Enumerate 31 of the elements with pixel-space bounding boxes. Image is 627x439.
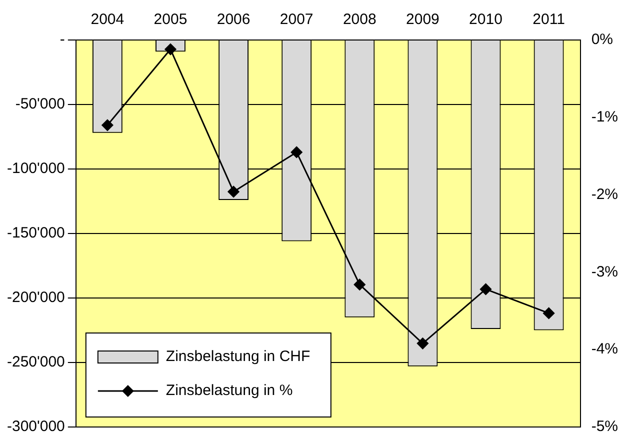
legend-label: Zinsbelastung in CHF	[166, 348, 310, 366]
x-tick-label: 2008	[342, 11, 376, 28]
y-tick-label: -50'000	[15, 96, 65, 113]
x-tick-label: 2006	[216, 11, 250, 28]
y-tick-label: -100'000	[6, 160, 65, 178]
x-tick-label: 2004	[90, 11, 124, 28]
x-tick-label: 2011	[532, 11, 565, 28]
y2-tick-label: -2%	[591, 186, 618, 203]
point	[416, 338, 428, 350]
y-tick-label: -250'000	[6, 354, 65, 371]
y-tick-label: -200'000	[6, 289, 65, 306]
legend-label: Zinsbelastung in %	[166, 382, 293, 400]
point	[164, 44, 176, 56]
x-tick-label: 2007	[280, 11, 314, 28]
point	[354, 278, 366, 290]
y2-tick-label: 0%	[591, 31, 614, 48]
y-tick-label: -	[60, 31, 65, 48]
y-tick-label: -300'000	[6, 418, 65, 436]
point	[228, 186, 240, 198]
x-tick-label: 2009	[406, 11, 440, 28]
y2-tick-label: -4%	[591, 340, 618, 358]
y2-tick-label: -1%	[591, 108, 618, 126]
y2-tick-label: -5%	[591, 418, 618, 436]
x-tick-label: 2010	[469, 11, 502, 28]
x-tick-label: 2005	[154, 11, 188, 28]
point	[480, 283, 492, 295]
point	[290, 146, 302, 158]
y-tick-label: -150'000	[6, 224, 65, 242]
y2-tick-label: -3%	[591, 263, 618, 280]
point	[543, 307, 555, 319]
point	[102, 119, 114, 131]
